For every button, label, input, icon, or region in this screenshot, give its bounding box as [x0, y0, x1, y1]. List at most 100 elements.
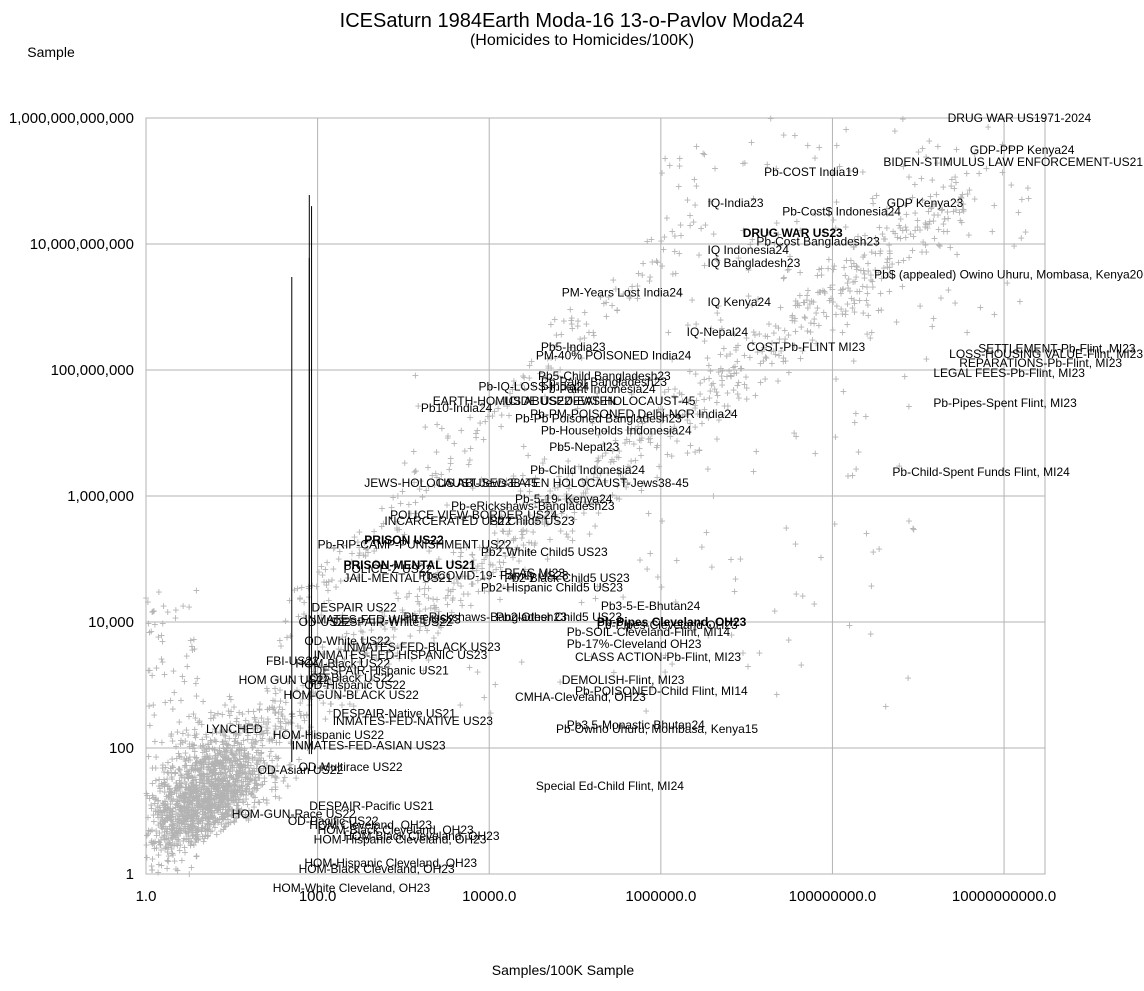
- data-point: +: [185, 781, 192, 795]
- data-point: +: [210, 791, 217, 805]
- data-point: +: [760, 354, 767, 368]
- data-point: +: [183, 788, 190, 802]
- data-point: +: [505, 541, 512, 555]
- data-point: +: [155, 857, 162, 871]
- annotation-label: Pb-Households Indonesia24: [541, 423, 692, 437]
- data-point: +: [243, 782, 250, 796]
- data-point: +: [159, 808, 166, 822]
- data-point: +: [453, 570, 460, 584]
- data-point: +: [192, 759, 199, 773]
- data-point: +: [219, 725, 226, 739]
- data-point: +: [225, 776, 232, 790]
- data-point: +: [251, 761, 258, 775]
- data-point: +: [182, 824, 189, 838]
- data-point: +: [213, 754, 220, 768]
- data-point: +: [390, 630, 397, 644]
- data-point: +: [550, 509, 557, 523]
- data-point: +: [216, 773, 223, 787]
- data-point: +: [214, 813, 221, 827]
- data-point: +: [901, 370, 908, 384]
- data-point: +: [162, 794, 169, 808]
- data-point: +: [396, 651, 403, 665]
- data-point: +: [181, 803, 188, 817]
- data-point: +: [230, 784, 237, 798]
- data-point: +: [158, 843, 165, 857]
- data-point: +: [199, 796, 206, 810]
- data-point: +: [708, 560, 715, 574]
- data-point: +: [328, 697, 335, 711]
- x-tick-label-4: 100000000.0: [789, 888, 877, 905]
- data-point: +: [698, 540, 705, 554]
- data-point: +: [244, 778, 251, 792]
- data-point: +: [185, 803, 192, 817]
- data-point: +: [730, 383, 737, 397]
- data-point: +: [756, 327, 763, 341]
- data-point: +: [154, 799, 161, 813]
- data-point: +: [796, 289, 803, 303]
- data-point: +: [191, 792, 198, 806]
- data-point: +: [148, 798, 155, 812]
- data-point: +: [896, 218, 903, 232]
- data-point: +: [684, 446, 691, 460]
- data-point: +: [174, 829, 181, 843]
- data-point: +: [212, 788, 219, 802]
- data-point: +: [220, 789, 227, 803]
- data-point: +: [715, 365, 722, 379]
- data-point: +: [221, 785, 228, 799]
- data-point: +: [563, 510, 570, 524]
- data-point: +: [672, 382, 679, 396]
- data-point: +: [230, 771, 237, 785]
- data-point: +: [200, 795, 207, 809]
- data-point: +: [203, 800, 210, 814]
- data-point: +: [271, 701, 278, 715]
- data-point: +: [200, 786, 207, 800]
- data-point: +: [193, 756, 200, 770]
- data-point: +: [241, 750, 248, 764]
- data-point: +: [169, 818, 176, 832]
- data-point: +: [208, 779, 215, 793]
- data-point: +: [219, 781, 226, 795]
- data-point: +: [236, 767, 243, 781]
- data-point: +: [191, 770, 198, 784]
- data-point: +: [323, 578, 330, 592]
- data-point: +: [178, 816, 185, 830]
- data-point: +: [195, 822, 202, 836]
- data-point: +: [841, 260, 848, 274]
- data-point: +: [314, 671, 321, 685]
- data-point: +: [178, 804, 185, 818]
- data-point: +: [203, 782, 210, 796]
- data-point: +: [179, 809, 186, 823]
- data-point: +: [567, 492, 574, 506]
- data-point: +: [265, 767, 272, 781]
- data-point: +: [167, 810, 174, 824]
- data-point: +: [381, 617, 388, 631]
- data-point: +: [234, 769, 241, 783]
- data-point: +: [185, 821, 192, 835]
- data-point: +: [231, 700, 238, 714]
- data-point: +: [183, 723, 190, 737]
- data-point: +: [217, 748, 224, 762]
- data-point: +: [800, 295, 807, 309]
- data-point: +: [237, 760, 244, 774]
- data-point: +: [457, 698, 464, 712]
- data-point: +: [294, 731, 301, 745]
- data-point: +: [202, 811, 209, 825]
- data-point: +: [172, 603, 179, 617]
- data-point: +: [811, 151, 818, 165]
- data-point: +: [177, 807, 184, 821]
- data-point: +: [161, 785, 168, 799]
- data-point: +: [232, 790, 239, 804]
- data-point: +: [844, 318, 851, 332]
- data-point: +: [155, 811, 162, 825]
- data-point: +: [196, 764, 203, 778]
- data-point: +: [931, 208, 938, 222]
- data-point: +: [249, 750, 256, 764]
- data-point: +: [205, 823, 212, 837]
- y-tick-label-4: 100,000,000: [51, 362, 134, 379]
- data-point: +: [186, 600, 193, 614]
- data-point: +: [199, 816, 206, 830]
- data-point: +: [190, 823, 197, 837]
- annotation-label: BIDEN-STIMULUS LAW ENFORCEMENT-US21: [883, 155, 1143, 169]
- data-point: +: [256, 702, 263, 716]
- data-point: +: [183, 764, 190, 778]
